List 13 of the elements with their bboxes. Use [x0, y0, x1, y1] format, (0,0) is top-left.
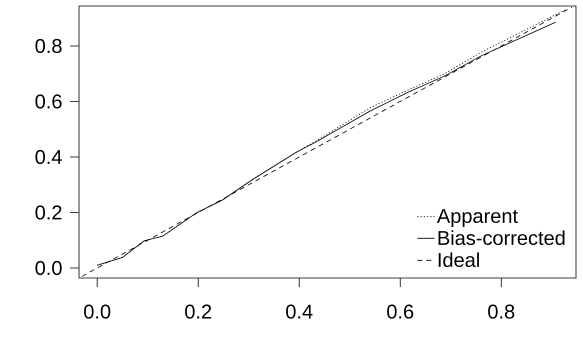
y-tick-label: 0.2	[35, 205, 62, 220]
x-tick-label: 0.8	[488, 304, 514, 319]
legend-label: Apparent	[436, 209, 518, 228]
y-tick-label: 0.4	[35, 150, 62, 164]
legend-label: Bias-corrected	[438, 230, 565, 246]
x-tick-label: 0.4	[286, 304, 313, 319]
legend-label: Ideal	[438, 252, 479, 268]
x-tick-label: 0.6	[387, 304, 414, 319]
y-tick-label: 0.0	[35, 260, 62, 276]
y-tick-label: 0.8	[35, 38, 62, 54]
x-tick-label: 0.2	[185, 304, 212, 319]
x-tick-label: 0.0	[84, 304, 110, 319]
y-tick-label: 0.6	[35, 94, 62, 109]
